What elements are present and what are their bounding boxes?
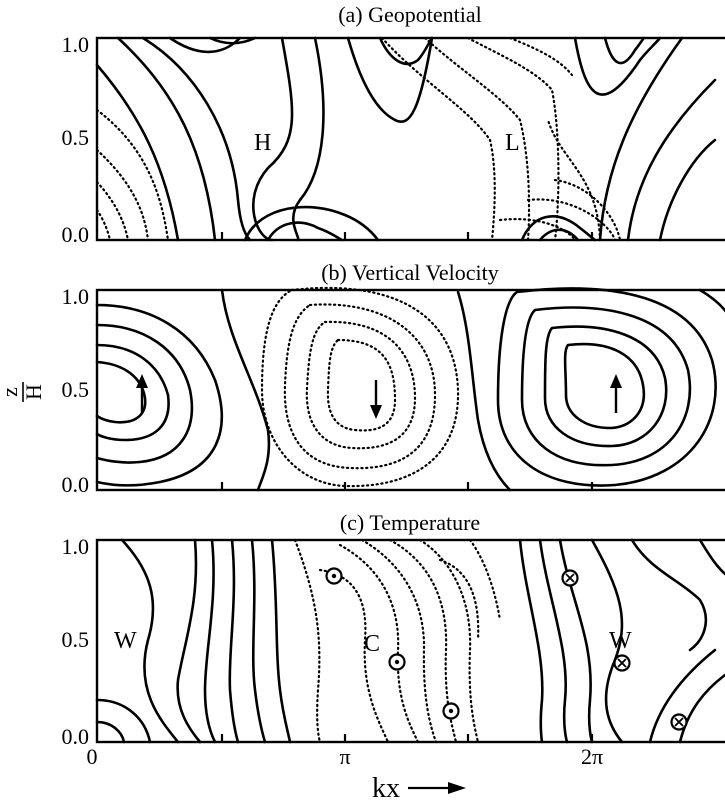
y-axis-label-z: z	[0, 387, 22, 397]
warm-label-left: W	[114, 628, 137, 654]
panel-b-ytick-mid: 0.5	[62, 377, 90, 402]
x-tick-pi: π	[339, 744, 350, 769]
panel-a-ytick-top: 1.0	[62, 32, 90, 57]
panel-b-title: (b) Vertical Velocity	[321, 260, 499, 285]
warm-label-right: W	[609, 628, 632, 654]
panel-c-region-labels: W C W	[114, 628, 632, 657]
panel-b-ytick-bottom: 0.0	[62, 472, 90, 497]
flow-markers	[325, 567, 688, 731]
panel-c-ytick-bottom: 0.0	[62, 724, 90, 749]
panel-vertical-velocity: (b) Vertical Velocity	[62, 260, 725, 497]
into-page-marker-icon	[561, 569, 579, 587]
panel-b-ytick-top: 1.0	[62, 284, 90, 309]
out-of-page-marker-icon	[325, 567, 343, 585]
panel-a-ytick-bottom: 0.0	[62, 222, 90, 247]
into-page-marker-icon	[613, 654, 631, 672]
panel-a-contours	[95, 36, 717, 242]
vertical-motion-arrows	[136, 374, 622, 419]
panel-b-frame	[95, 288, 725, 492]
panel-c-ytick-top: 1.0	[62, 534, 90, 559]
panel-b-contours	[95, 286, 725, 492]
x-tick-zero: 0	[87, 744, 98, 769]
y-axis-label: z H	[0, 382, 46, 402]
x-axis-label: kx	[372, 773, 400, 804]
x-axis: 0 π 2π kx	[87, 744, 604, 804]
panel-temperature: (c) Temperature	[62, 510, 725, 749]
out-of-page-marker-icon	[388, 653, 406, 671]
panel-c-ytick-mid: 0.5	[62, 627, 90, 652]
out-of-page-marker-icon	[442, 702, 460, 720]
panel-c-contours	[95, 538, 725, 744]
y-axis-label-h: H	[21, 384, 46, 400]
low-label: L	[505, 130, 520, 156]
right-arrow-icon	[408, 782, 466, 794]
panel-a-frame	[95, 36, 725, 242]
panel-geopotential: (a) Geopotential	[62, 2, 725, 247]
high-label: H	[254, 130, 271, 156]
panel-a-ytick-mid: 0.5	[62, 125, 90, 150]
panel-c-frame	[95, 538, 725, 744]
into-page-marker-icon	[670, 713, 688, 731]
cold-label: C	[364, 631, 380, 657]
panel-a-title: (a) Geopotential	[338, 2, 482, 27]
panel-c-title: (c) Temperature	[340, 510, 480, 535]
x-tick-two-pi: 2π	[581, 744, 603, 769]
